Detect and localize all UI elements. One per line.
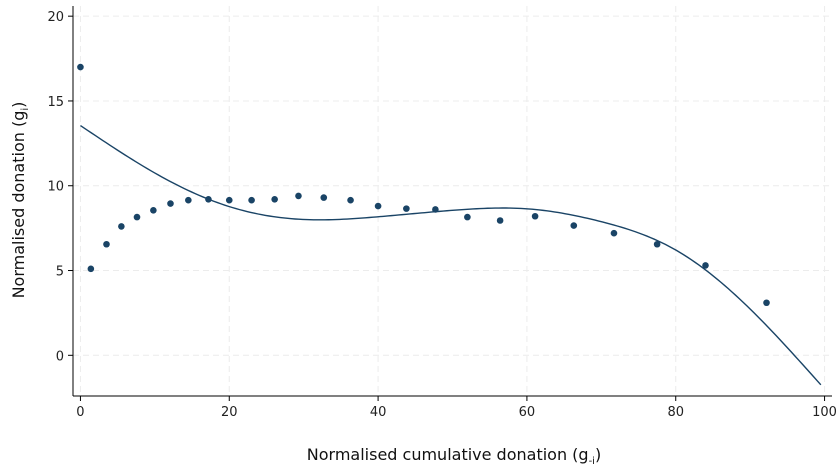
data-point	[77, 63, 84, 71]
x-axis-title: Normalised cumulative donation (g-i)	[307, 445, 601, 467]
data-points	[77, 63, 770, 307]
data-point	[464, 213, 471, 221]
x-tick-label: 0	[76, 405, 84, 420]
data-point	[653, 240, 661, 248]
data-point	[347, 196, 354, 204]
data-point	[702, 262, 709, 269]
data-point	[295, 192, 302, 200]
axes: 0 20 40 60 80 100 0 5 10 15 20	[47, 6, 837, 420]
x-tick-label: 80	[667, 405, 684, 420]
y-tick-label: 0	[56, 349, 64, 364]
data-point	[496, 217, 504, 224]
axis-labels: Normalised cumulative donation (g-i) Nor…	[9, 102, 601, 467]
data-point	[167, 200, 174, 207]
y-axis-title: Normalised donation (gi)	[9, 102, 31, 299]
data-point	[205, 196, 212, 203]
data-point	[150, 207, 157, 214]
data-point	[374, 202, 382, 210]
fitted-curve-group	[80, 124, 822, 386]
data-point	[103, 240, 110, 248]
y-tick-label: 5	[56, 265, 64, 280]
data-point	[225, 196, 233, 204]
data-point	[87, 265, 95, 273]
data-point	[763, 299, 770, 307]
data-point	[531, 212, 539, 220]
data-point	[320, 194, 328, 201]
data-point	[118, 223, 125, 230]
fitted-curve	[80, 124, 822, 386]
x-tick-label: 60	[519, 405, 536, 420]
y-tick-label: 10	[47, 180, 64, 195]
data-point	[432, 206, 439, 213]
x-tick-label: 100	[812, 405, 837, 420]
data-point	[185, 196, 192, 204]
y-tick-label: 20	[47, 10, 64, 25]
data-point	[610, 229, 618, 237]
y-tick-label: 15	[47, 95, 64, 110]
x-tick-label: 20	[221, 405, 238, 420]
data-point	[133, 213, 141, 221]
data-point	[403, 205, 410, 212]
data-point	[271, 196, 278, 203]
data-point	[570, 222, 578, 229]
data-point	[248, 196, 255, 204]
x-tick-label: 40	[370, 405, 387, 420]
